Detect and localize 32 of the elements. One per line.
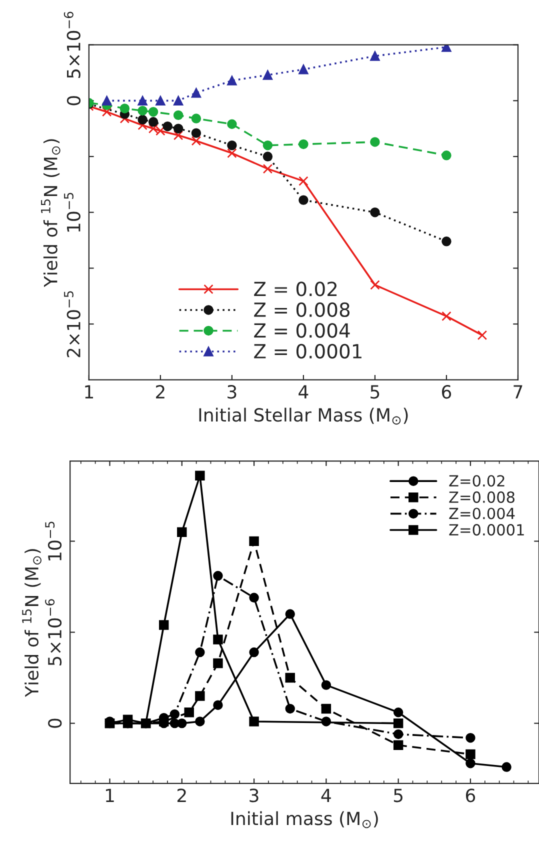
y-tick-label: 5×10$^{−6}$	[45, 599, 62, 666]
y-axis-title: Yield of $^{15}$N (M$_{⊙}$)	[22, 549, 42, 698]
y-tick-label: 10$^{−5}$	[45, 522, 62, 560]
x-tick-label: 4	[321, 788, 331, 802]
x-tick-label: 7	[514, 385, 522, 398]
legend-label: Z = 0.0001	[254, 344, 362, 359]
legend-label: Z = 0.004	[254, 323, 350, 338]
x-tick-label: 4	[298, 385, 308, 398]
legend-label: Z=0.0001	[449, 524, 524, 536]
legend-label: Z=0.004	[449, 508, 515, 520]
x-tick-label: 2	[177, 788, 186, 802]
y-tick-label: 0	[48, 718, 62, 728]
y-tick-label: 10$^{−5}$	[64, 192, 80, 232]
y-tick-label: 0	[66, 96, 81, 106]
legend-label: Z = 0.008	[254, 302, 350, 318]
y-tick-label: 5×10$^{−6}$	[64, 12, 80, 78]
y-tick-label: 2×10$^{−5}$	[64, 291, 80, 358]
x-tick-label: 6	[466, 788, 476, 802]
x-axis-title: Initial mass (M$_{⊙}$)	[231, 811, 378, 828]
x-tick-label: 6	[442, 385, 452, 399]
legend-label: Z=0.02	[449, 475, 504, 487]
x-tick-label: 2	[156, 385, 164, 398]
x-tick-label: 3	[250, 788, 258, 802]
x-tick-label: 1	[106, 788, 114, 802]
legend-label: Z = 0.02	[254, 282, 337, 296]
x-tick-label: 1	[85, 385, 94, 398]
x-axis-title: Initial Stellar Mass (M$_{⊙}$)	[199, 408, 408, 425]
x-tick-label: 5	[394, 788, 402, 802]
x-tick-label: 3	[228, 385, 236, 399]
x-tick-label: 5	[370, 385, 380, 399]
y-axis-title: Yield of $^{15}$N (M$_{⊙}$)	[41, 139, 60, 288]
legend-label: Z=0.008	[449, 491, 514, 503]
